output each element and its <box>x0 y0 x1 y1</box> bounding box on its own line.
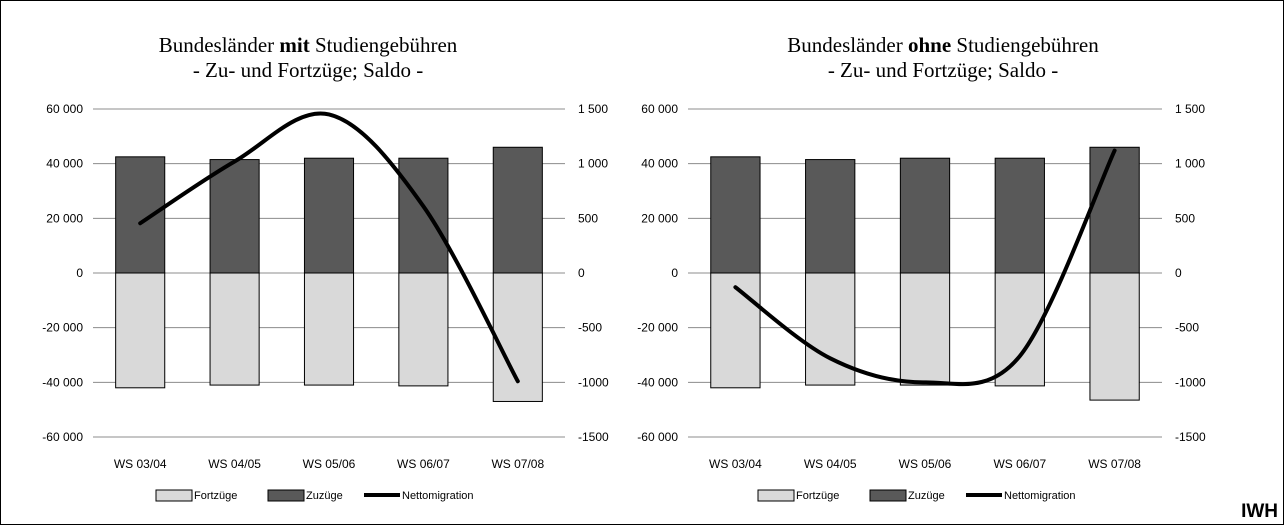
bar-fortzuege <box>1089 272 1140 401</box>
y2-tick-label: 1 000 <box>1175 157 1205 171</box>
legend-label-fortzuege: Fortzüge <box>796 490 839 502</box>
legend-swatch-zuzuege <box>267 489 305 502</box>
legend-swatch-fortzuege <box>757 489 795 502</box>
x-tick-label: WS 03/04 <box>709 457 762 471</box>
chart-panel-1: Bundesländer mit Studiengebühren- Zu- un… <box>42 33 609 502</box>
chart-title-prefix: Bundesländer <box>787 33 908 57</box>
bar-fortzuege <box>209 272 260 386</box>
legend: Fortzüge Zuzüge Nettomigration <box>155 489 474 502</box>
bar-zuzuege <box>899 157 951 274</box>
y-tick-label: 0 <box>76 266 83 280</box>
bar-fortzuege <box>115 272 166 389</box>
bar-fortzuege <box>398 272 449 387</box>
legend: Fortzüge Zuzüge Nettomigration <box>757 489 1076 502</box>
chart-title-suffix: Studiengebühren <box>951 33 1099 57</box>
legend-label-fortzuege: Fortzüge <box>194 490 237 502</box>
y2-tick-label: 1 500 <box>578 102 608 116</box>
y2-tick-label: 1 500 <box>1175 102 1205 116</box>
y2-tick-label: -500 <box>578 321 602 335</box>
legend-label-zuzuege: Zuzüge <box>306 490 343 502</box>
legend-swatch-fortzuege <box>155 489 193 502</box>
bar-zuzuege <box>994 157 1045 274</box>
chart-title-bold: mit <box>279 33 309 57</box>
line-nettomigration <box>733 148 1117 387</box>
y2-tick-label: -500 <box>1175 321 1199 335</box>
y2-tick-label: -1000 <box>1175 375 1206 389</box>
bar-fortzuege <box>303 272 355 386</box>
y-tick-label: 60 000 <box>641 102 678 116</box>
bar-fortzuege <box>710 272 761 389</box>
chart-title: Bundesländer ohne Studiengebühren <box>787 33 1099 57</box>
y-tick-label: 20 000 <box>46 211 83 225</box>
x-tick-label: WS 06/07 <box>993 457 1046 471</box>
bar-fortzuege <box>899 272 951 386</box>
chart-title-bold: ohne <box>908 33 951 57</box>
x-tick-label: WS 04/05 <box>208 457 261 471</box>
bar-zuzuege <box>115 156 166 274</box>
chart-panel-2: Bundesländer ohne Studiengebühren- Zu- u… <box>637 33 1206 502</box>
bar-zuzuege <box>1089 146 1140 274</box>
y-tick-label: -20 000 <box>637 321 678 335</box>
y-tick-label: -40 000 <box>42 375 83 389</box>
y-tick-label: 60 000 <box>46 102 83 116</box>
y-tick-label: 20 000 <box>641 211 678 225</box>
y2-tick-label: 0 <box>1175 266 1182 280</box>
chart-title-prefix: Bundesländer <box>159 33 280 57</box>
bar-zuzuege <box>492 146 543 274</box>
y-tick-label: 0 <box>671 266 678 280</box>
x-tick-label: WS 05/06 <box>899 457 952 471</box>
x-tick-label: WS 04/05 <box>804 457 857 471</box>
bar-zuzuege <box>398 157 449 274</box>
y-tick-label: -60 000 <box>42 430 83 444</box>
legend-swatch-zuzuege <box>869 489 907 502</box>
y2-tick-label: -1500 <box>578 430 609 444</box>
y-tick-label: -20 000 <box>42 321 83 335</box>
x-tick-label: WS 05/06 <box>303 457 356 471</box>
x-tick-label: WS 06/07 <box>397 457 450 471</box>
y2-tick-label: 1 000 <box>578 157 608 171</box>
y2-tick-label: -1500 <box>1175 430 1206 444</box>
y-tick-label: -40 000 <box>637 375 678 389</box>
x-tick-label: WS 03/04 <box>114 457 167 471</box>
bar-zuzuege <box>209 159 260 274</box>
y2-tick-label: -1000 <box>578 375 609 389</box>
x-tick-label: WS 07/08 <box>491 457 544 471</box>
y-tick-label: 40 000 <box>641 157 678 171</box>
bar-zuzuege <box>805 159 856 274</box>
line-nettomigration <box>138 111 520 384</box>
bar-zuzuege <box>710 156 761 274</box>
bar-zuzuege <box>303 157 355 274</box>
y-tick-label: 40 000 <box>46 157 83 171</box>
chart-subtitle: - Zu- und Fortzüge; Saldo - <box>193 58 423 82</box>
y2-tick-label: 500 <box>578 211 598 225</box>
legend-label-nettomigration: Nettomigration <box>402 490 474 502</box>
y-tick-label: -60 000 <box>637 430 678 444</box>
chart-subtitle: - Zu- und Fortzüge; Saldo - <box>828 58 1058 82</box>
legend-label-zuzuege: Zuzüge <box>908 490 945 502</box>
chart-title-suffix: Studiengebühren <box>310 33 458 57</box>
y2-tick-label: 0 <box>578 266 585 280</box>
x-tick-label: WS 07/08 <box>1088 457 1141 471</box>
iwh-logo-text: IWH <box>1241 501 1278 522</box>
legend-label-nettomigration: Nettomigration <box>1004 490 1076 502</box>
chart-title: Bundesländer mit Studiengebühren <box>159 33 458 57</box>
y2-tick-label: 500 <box>1175 211 1195 225</box>
